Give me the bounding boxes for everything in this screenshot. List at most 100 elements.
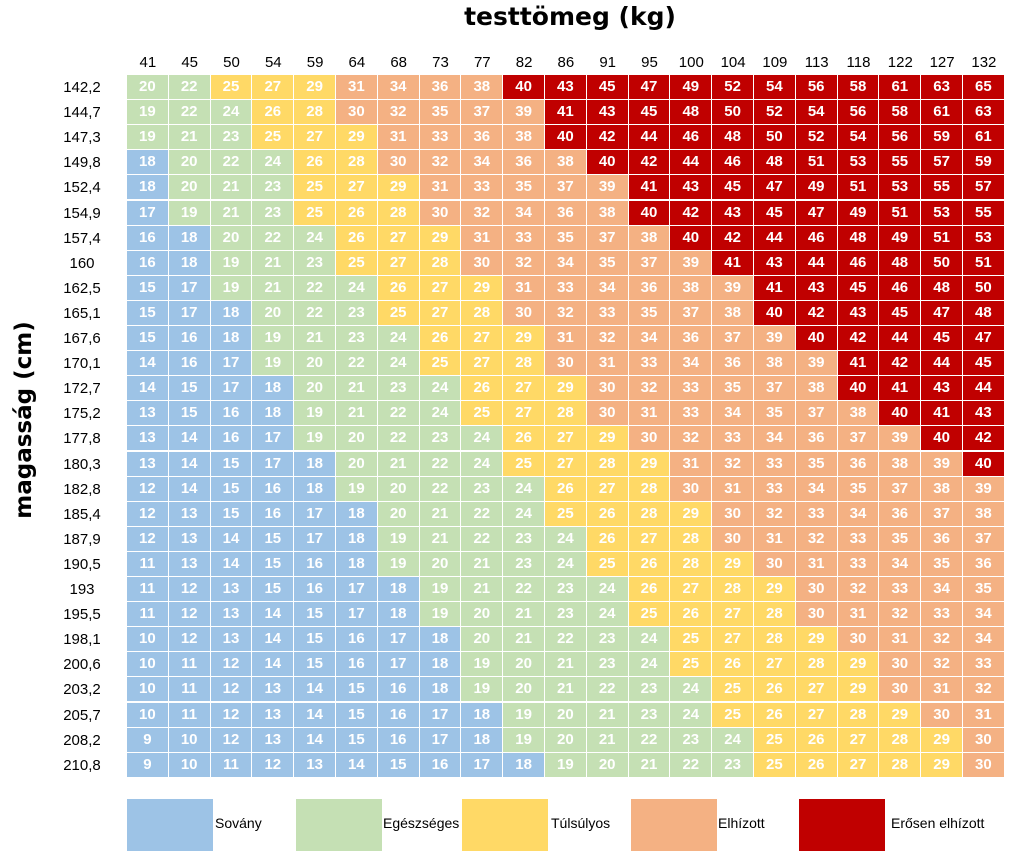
bmi-cell: 40	[545, 125, 587, 151]
bmi-cell: 22	[336, 351, 378, 377]
bmi-cell: 32	[377, 100, 420, 126]
bmi-cell: 16	[168, 326, 211, 352]
bmi-cell: 42	[795, 300, 838, 326]
bmi-cell: 33	[545, 275, 587, 301]
bmi-cell: 40	[503, 75, 545, 101]
bmi-cell: 19	[419, 577, 462, 603]
bmi-cell: 11	[168, 652, 211, 678]
bmi-cell: 33	[795, 501, 838, 527]
bmi-cell: 30	[921, 702, 963, 728]
bmi-cell: 21	[252, 275, 295, 301]
bmi-cell: 14	[210, 526, 253, 552]
bmi-cell: 29	[294, 75, 336, 101]
bmi-cell: 22	[377, 426, 420, 452]
bmi-cell: 26	[754, 702, 796, 728]
bmi-cell: 30	[963, 727, 1005, 753]
bmi-cell: 19	[210, 250, 253, 276]
bmi-cell: 25	[754, 752, 796, 778]
bmi-cell: 35	[795, 451, 838, 477]
bmi-cell: 26	[712, 652, 754, 678]
x-axis-title: testtömeg (kg)	[464, 2, 676, 31]
bmi-cell: 15	[336, 702, 378, 728]
bmi-cell: 15	[252, 526, 295, 552]
bmi-cell: 17	[127, 200, 169, 226]
bmi-cell: 27	[461, 351, 504, 377]
bmi-cell: 31	[419, 175, 462, 201]
bmi-cell: 13	[168, 551, 211, 577]
bmi-cell: 39	[586, 175, 629, 201]
bmi-cell: 31	[461, 225, 504, 251]
bmi-cell: 27	[586, 476, 629, 502]
column-header-weight: 50	[223, 54, 240, 71]
bmi-cell: 31	[377, 125, 420, 151]
bmi-cell: 29	[670, 501, 713, 527]
bmi-cell: 38	[670, 275, 713, 301]
bmi-cell: 53	[837, 150, 880, 176]
bmi-cell: 30	[586, 376, 629, 402]
bmi-cell: 31	[586, 351, 629, 377]
bmi-cell: 21	[377, 451, 420, 477]
bmi-cell: 22	[461, 526, 504, 552]
column-header-weight: 127	[929, 54, 955, 71]
bmi-cell: 36	[963, 551, 1005, 577]
bmi-cell: 33	[670, 401, 713, 427]
bmi-cell: 15	[252, 551, 295, 577]
bmi-cell: 22	[503, 577, 545, 603]
bmi-cell: 19	[419, 602, 462, 628]
bmi-cell: 42	[670, 200, 713, 226]
bmi-cell: 24	[545, 551, 587, 577]
bmi-cell: 15	[127, 275, 169, 301]
bmi-cell: 21	[461, 551, 504, 577]
bmi-cell: 22	[168, 100, 211, 126]
bmi-cell: 17	[210, 351, 253, 377]
bmi-cell: 42	[586, 125, 629, 151]
bmi-cell: 18	[336, 551, 378, 577]
bmi-cell: 43	[545, 75, 587, 101]
bmi-cell: 47	[795, 200, 838, 226]
bmi-cell: 20	[461, 627, 504, 653]
bmi-cell: 39	[879, 426, 922, 452]
bmi-cell: 31	[712, 476, 754, 502]
column-header-weight: 113	[804, 54, 829, 71]
row-header-height: 193	[69, 581, 95, 598]
bmi-cell: 13	[210, 627, 253, 653]
bmi-cell: 15	[377, 752, 420, 778]
bmi-cell: 14	[127, 351, 169, 377]
bmi-cell: 32	[754, 501, 796, 527]
bmi-cell: 21	[586, 727, 629, 753]
bmi-cell: 17	[252, 451, 295, 477]
bmi-cell: 35	[837, 476, 880, 502]
bmi-cell: 41	[754, 275, 796, 301]
bmi-cell: 15	[294, 602, 336, 628]
bmi-cell: 30	[670, 476, 713, 502]
bmi-cell: 15	[168, 401, 211, 427]
bmi-cell: 12	[127, 476, 169, 502]
bmi-cell: 18	[336, 526, 378, 552]
bmi-cell: 28	[586, 451, 629, 477]
bmi-cell: 43	[963, 401, 1005, 427]
bmi-cell: 51	[921, 225, 963, 251]
bmi-cell: 33	[963, 652, 1005, 678]
bmi-cell: 13	[252, 677, 295, 703]
bmi-cell: 28	[879, 727, 922, 753]
bmi-cell: 37	[628, 250, 671, 276]
bmi-cell: 46	[712, 150, 754, 176]
row-header-height: 154,9	[63, 204, 101, 222]
bmi-cell: 21	[586, 702, 629, 728]
bmi-cell: 18	[419, 652, 462, 678]
bmi-cell: 44	[921, 351, 963, 377]
bmi-cell: 21	[419, 501, 462, 527]
bmi-cell: 45	[586, 75, 629, 101]
bmi-cell: 37	[837, 426, 880, 452]
bmi-cell: 26	[377, 275, 420, 301]
row-header-height: 203,2	[63, 681, 101, 699]
bmi-cell: 31	[670, 451, 713, 477]
bmi-cell: 27	[670, 577, 713, 603]
bmi-cell: 16	[168, 351, 211, 377]
bmi-cell: 58	[837, 75, 880, 101]
bmi-cell: 13	[210, 577, 253, 603]
bmi-cell: 20	[252, 300, 295, 326]
bmi-cell: 14	[294, 727, 336, 753]
bmi-cell: 24	[419, 376, 462, 402]
bmi-cell: 61	[921, 100, 963, 126]
